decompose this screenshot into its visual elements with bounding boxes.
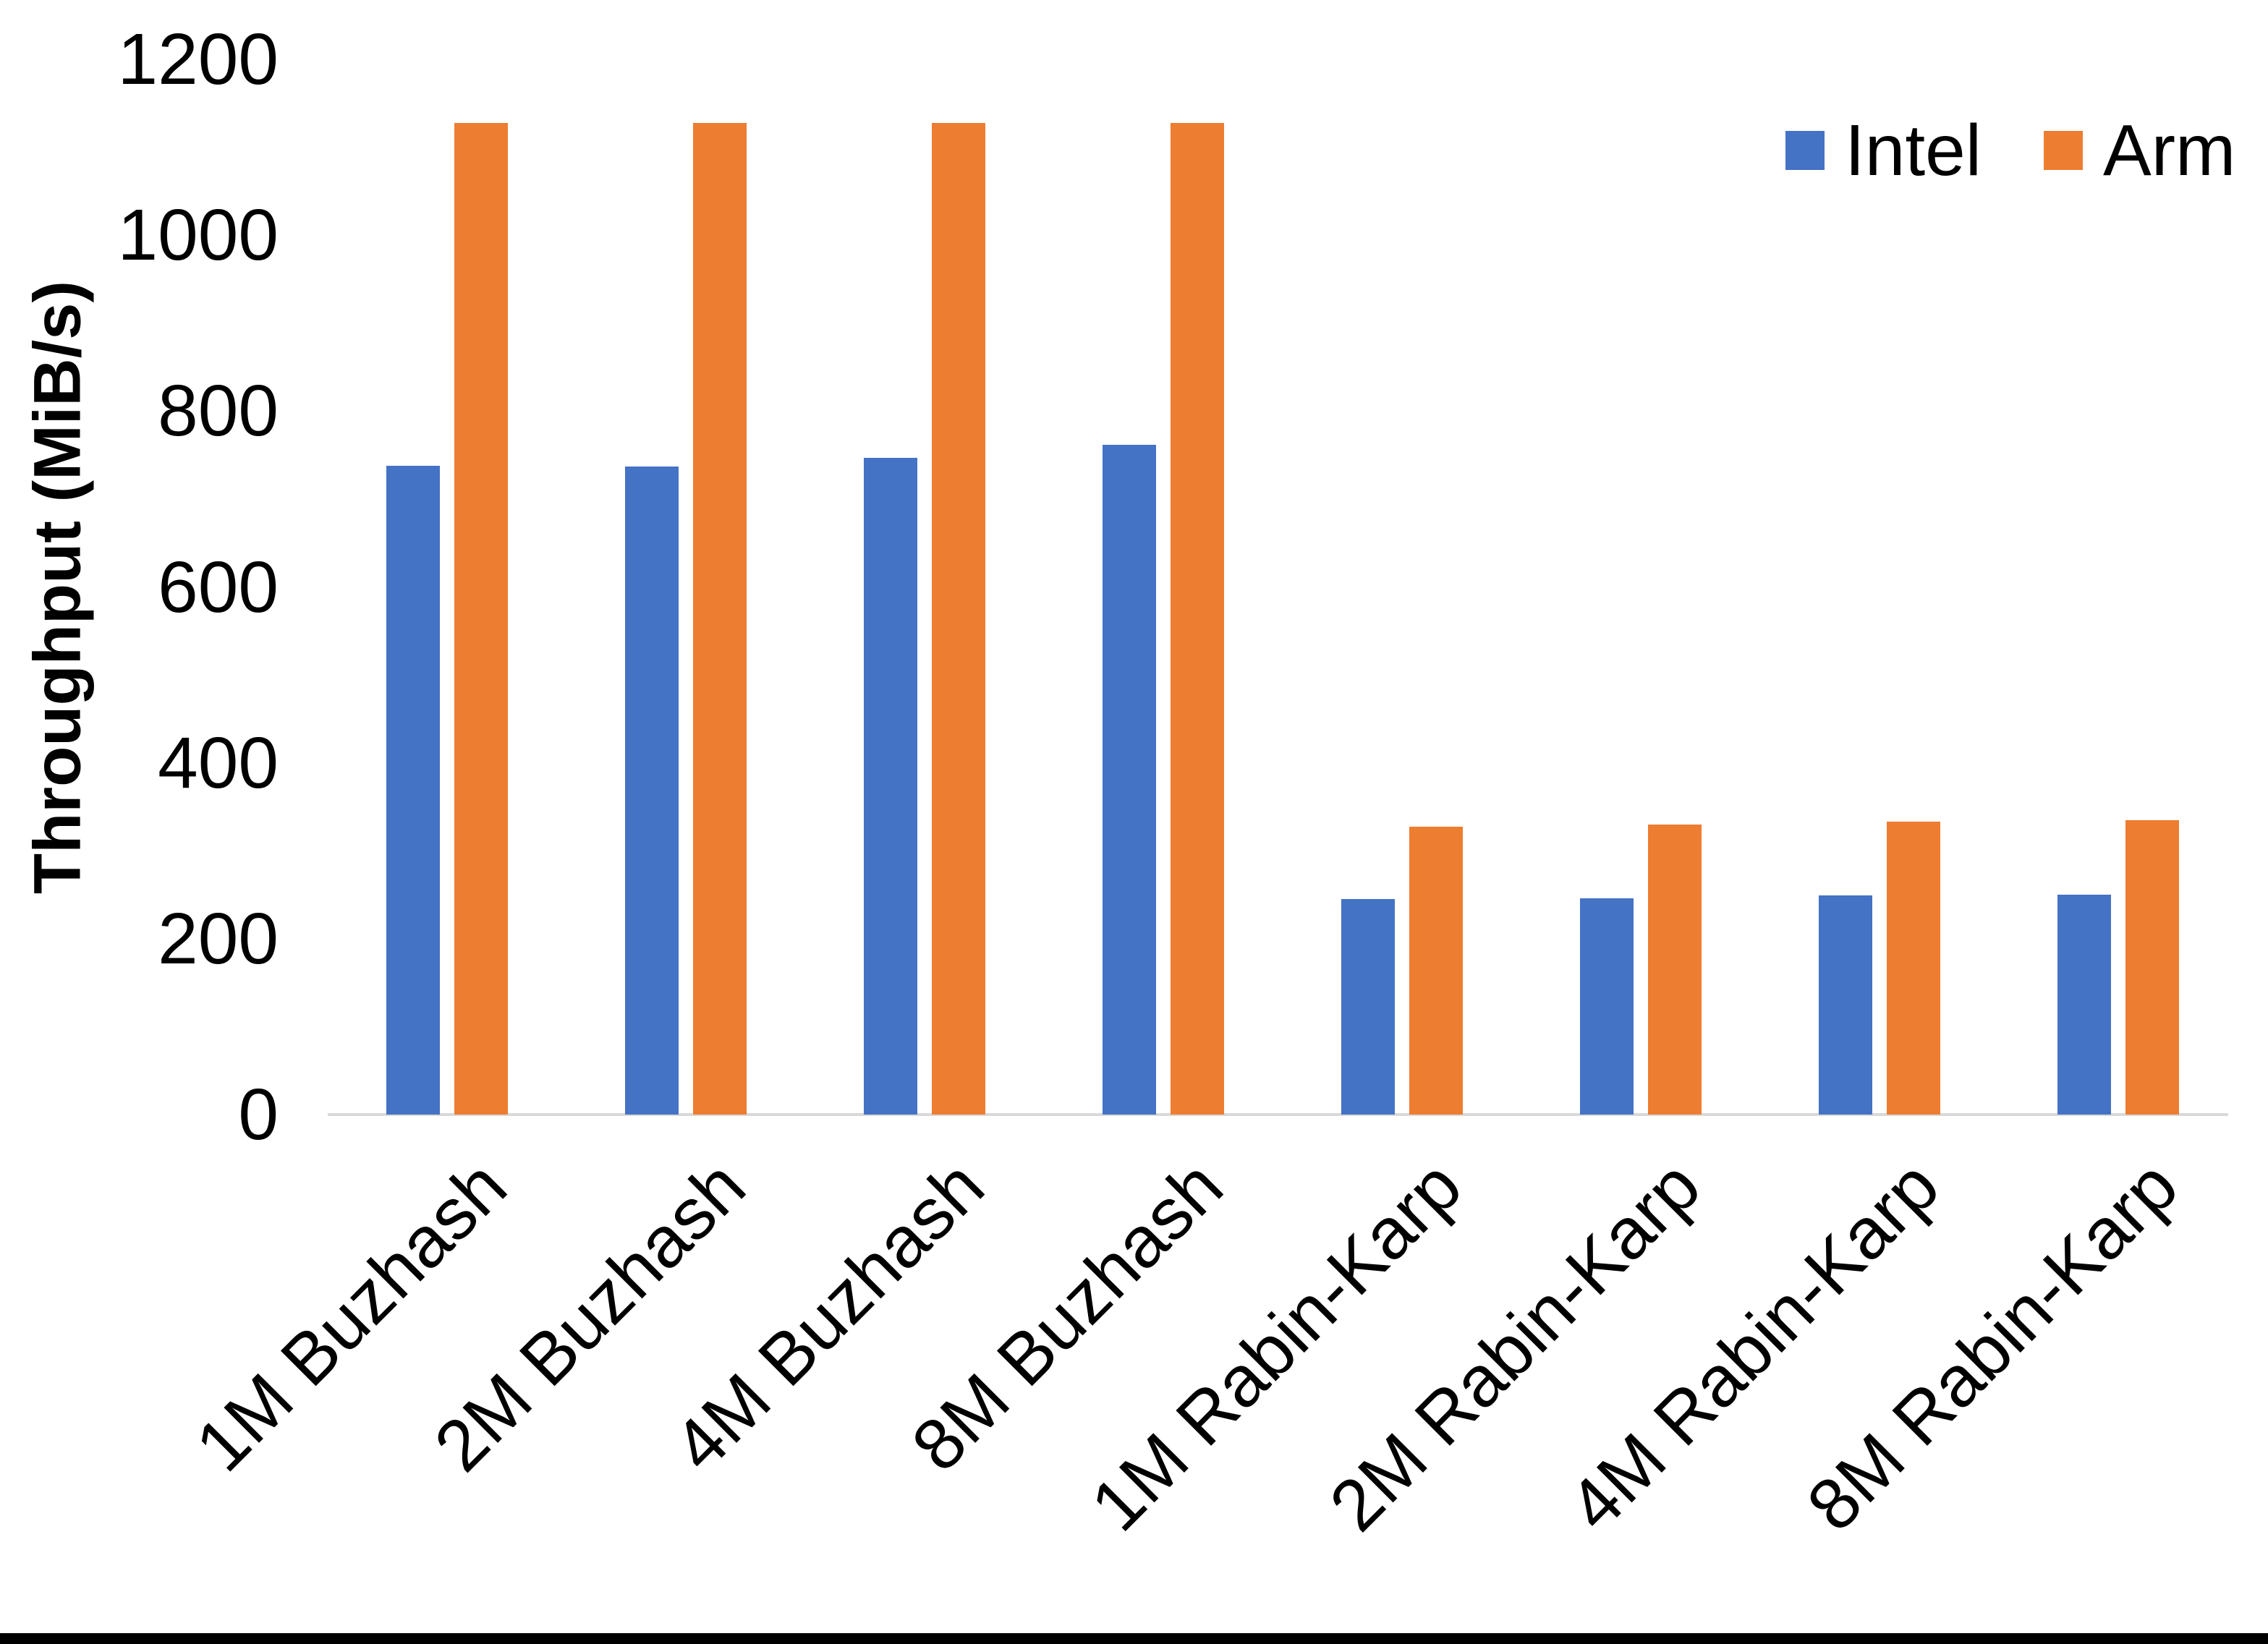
y-tick-label: 200 [158,898,279,979]
bar-arm-1m-rabin-karp [1409,827,1463,1115]
y-tick-label: 400 [158,722,279,804]
legend: Intel Arm [1785,114,2235,187]
bar-arm-4m-rabin-karp [1887,822,1940,1115]
bar-intel-2m-buzhash [625,467,679,1115]
bottom-border [0,1633,2268,1644]
bar-intel-1m-buzhash [386,466,440,1115]
bar-arm-8m-rabin-karp [2125,820,2179,1115]
legend-swatch-icon [1785,131,1825,170]
legend-label: Arm [2103,110,2236,191]
bar-arm-2m-buzhash [693,123,747,1115]
bar-arm-2m-rabin-karp [1648,825,1702,1115]
bar-intel-4m-rabin-karp [1819,895,1872,1115]
bar-intel-8m-rabin-karp [2057,895,2111,1115]
bar-arm-4m-buzhash [932,123,985,1115]
x-axis-line [328,1113,2228,1116]
bar-intel-8m-buzhash [1103,445,1156,1115]
y-tick-label: 600 [158,546,279,628]
legend-swatch-icon [2044,131,2084,170]
bar-intel-1m-rabin-karp [1341,899,1395,1115]
legend-item-arm: Arm [2044,114,2235,187]
bar-intel-2m-rabin-karp [1580,898,1634,1115]
y-tick-label: 0 [238,1074,279,1155]
bar-intel-4m-buzhash [864,458,917,1115]
y-tick-label: 800 [158,370,279,452]
y-tick-label: 1200 [117,19,279,100]
bar-arm-8m-buzhash [1171,123,1224,1115]
bar-arm-1m-buzhash [454,123,508,1115]
legend-label: Intel [1845,110,1982,191]
y-tick-label: 1000 [117,195,279,276]
legend-item-intel: Intel [1785,114,1982,187]
